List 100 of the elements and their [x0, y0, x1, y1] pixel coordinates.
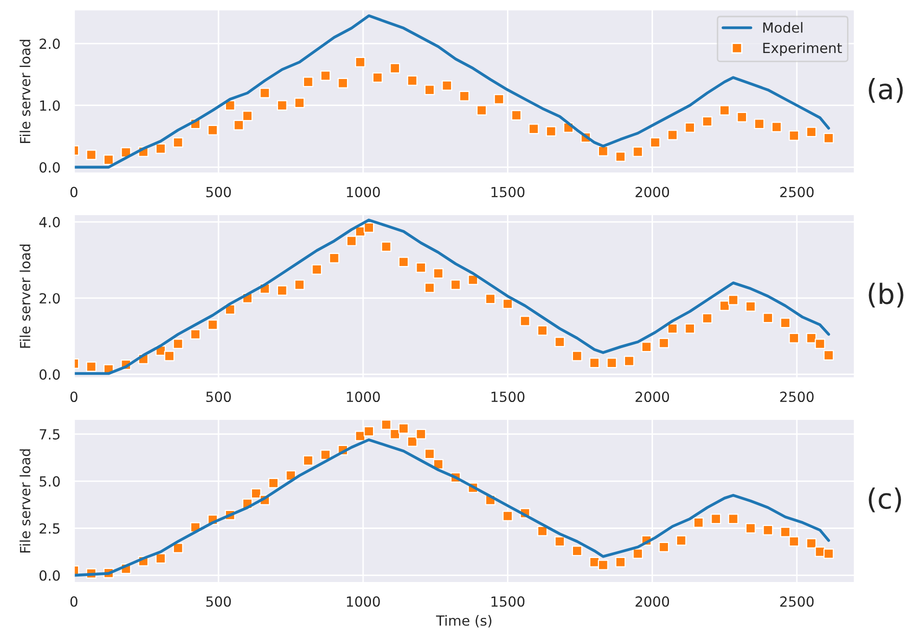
y-tick-label: 0.0	[40, 162, 60, 173]
point	[754, 118, 764, 130]
point	[250, 488, 262, 499]
point	[268, 478, 279, 488]
y-tick-label: 2.0	[40, 293, 60, 304]
point	[788, 130, 800, 141]
point	[302, 455, 314, 466]
point	[364, 222, 374, 233]
point	[416, 262, 426, 273]
point	[667, 323, 678, 334]
point	[702, 313, 712, 324]
x-tick-label: 2500	[780, 392, 814, 402]
point	[260, 88, 270, 98]
point	[572, 546, 582, 556]
point	[276, 285, 288, 296]
point	[762, 312, 774, 324]
point	[103, 154, 114, 165]
point	[485, 294, 496, 304]
point	[502, 298, 513, 310]
point	[728, 514, 738, 524]
point	[702, 116, 712, 127]
point	[390, 63, 400, 74]
point	[684, 323, 696, 334]
y-tick-label: 4.0	[39, 216, 60, 228]
point	[710, 514, 722, 524]
point	[433, 268, 444, 279]
point	[771, 122, 782, 132]
point	[537, 526, 548, 536]
point	[312, 264, 322, 275]
point	[745, 301, 756, 312]
x-tick-label: 2500	[780, 186, 814, 198]
x-axis-title: Time (s)	[436, 615, 492, 628]
x-tick-label: 1500	[492, 186, 524, 198]
point	[650, 137, 660, 148]
point	[381, 241, 392, 252]
point	[719, 300, 730, 311]
point	[554, 336, 565, 348]
y-tick-label: 5.0	[40, 476, 60, 487]
point	[780, 318, 791, 328]
point	[390, 428, 400, 440]
x-tick-label: 500	[206, 596, 231, 607]
x-tick-label: 1000	[346, 392, 380, 402]
x-tick-label: 0	[70, 186, 78, 198]
point	[572, 350, 582, 362]
y-tick-label: 2.5	[40, 523, 60, 534]
point	[745, 523, 756, 534]
y-axis-title: File server load	[20, 40, 30, 143]
point	[398, 423, 409, 434]
point	[528, 124, 539, 134]
x-tick-label: 500	[206, 186, 231, 198]
legend-label: Model	[763, 22, 802, 33]
line-series	[74, 438, 830, 577]
point	[641, 342, 652, 352]
point	[276, 100, 288, 111]
point	[615, 151, 626, 162]
y-tick-label: 2.0	[40, 38, 60, 50]
point	[424, 282, 435, 294]
point	[806, 538, 817, 549]
point	[242, 110, 253, 122]
point	[208, 320, 218, 330]
text: (b)	[868, 282, 904, 308]
point	[676, 535, 686, 546]
point	[346, 236, 357, 246]
point	[511, 110, 522, 120]
point	[537, 325, 548, 336]
x-tick-label: 2000	[636, 596, 670, 607]
point	[589, 358, 600, 368]
x-tick-label: 1000	[346, 596, 380, 607]
point	[234, 120, 244, 130]
y-axis-title: File server load	[20, 244, 30, 348]
point	[416, 428, 426, 440]
point	[667, 130, 678, 140]
point	[164, 350, 175, 362]
point	[320, 70, 331, 81]
point	[86, 150, 96, 160]
y-tick-label: 0.0	[40, 369, 60, 380]
x-tick-label: 0	[70, 392, 78, 402]
point	[788, 536, 800, 547]
point	[302, 76, 314, 88]
point	[615, 556, 626, 568]
point	[546, 126, 556, 137]
point	[398, 256, 409, 268]
point	[520, 316, 530, 326]
point	[502, 510, 513, 522]
point	[294, 280, 305, 290]
point	[736, 112, 748, 122]
point	[424, 448, 435, 460]
point	[155, 553, 166, 564]
point	[624, 356, 634, 366]
point	[684, 122, 696, 133]
point	[172, 137, 184, 148]
point	[823, 350, 834, 360]
point	[598, 560, 608, 570]
point	[450, 280, 461, 290]
point	[354, 56, 366, 68]
y-tick-label: 0.0	[40, 570, 60, 581]
point	[719, 105, 730, 116]
point	[693, 517, 704, 528]
y-axis-title: File server load	[20, 449, 30, 552]
point	[658, 542, 670, 552]
